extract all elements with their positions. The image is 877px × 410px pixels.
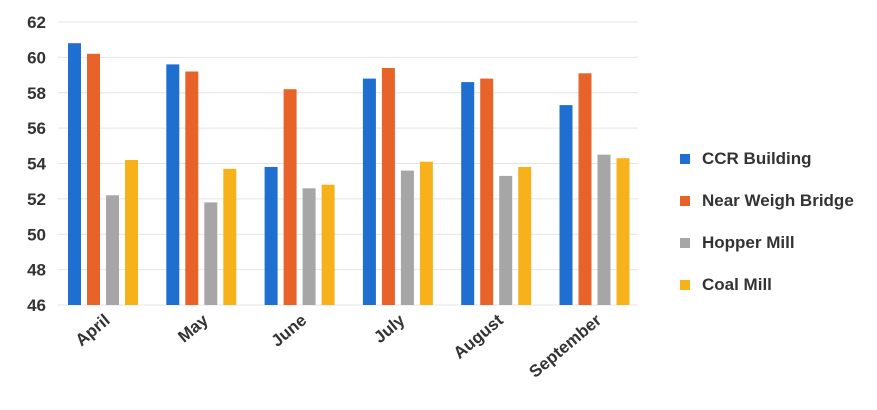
gridlines [58, 21, 638, 306]
y-tick-label: 58 [27, 84, 46, 103]
bar-ccr-building-july [362, 78, 376, 305]
bars [68, 43, 630, 306]
bar-ccr-building-august [461, 82, 475, 305]
y-tick-label: 54 [27, 155, 46, 174]
y-tick-label: 46 [27, 296, 46, 315]
y-tick-label: 62 [27, 13, 46, 32]
y-tick-label: 48 [27, 261, 46, 280]
bar-coal-mill-august [518, 167, 532, 305]
y-tick-label: 52 [27, 190, 46, 209]
y-tick-label: 60 [27, 48, 46, 67]
bar-coal-mill-april [125, 160, 138, 305]
bar-hopper-mill-august [499, 175, 513, 305]
bar-ccr-building-june [264, 167, 278, 305]
x-axis-ticks: April May June July August September [72, 310, 606, 381]
bar-ccr-building-may [166, 64, 180, 306]
bar-near-weigh-bridge-august [480, 78, 494, 305]
bar-hopper-mill-july [400, 170, 414, 305]
bar-hopper-mill-april [106, 195, 119, 305]
bar-near-weigh-bridge-june [283, 89, 297, 305]
y-axis-ticks: 46 48 50 52 54 56 58 60 62 [27, 13, 46, 315]
legend-swatch [680, 196, 690, 206]
x-tick-label: August [450, 310, 507, 362]
bar-ccr-building-april [68, 43, 81, 305]
legend-label: Coal Mill [702, 275, 772, 294]
bar-hopper-mill-june [302, 188, 316, 305]
bar-coal-mill-june [321, 184, 335, 305]
x-tick-label: April [72, 311, 114, 350]
legend-label: CCR Building [702, 149, 812, 168]
x-tick-label: May [174, 310, 212, 346]
legend-item: CCR Building [680, 138, 854, 180]
bar-near-weigh-bridge-july [381, 68, 395, 305]
legend-item: Near Weigh Bridge [680, 180, 854, 222]
y-tick-label: 50 [27, 225, 46, 244]
legend-label: Near Weigh Bridge [702, 191, 854, 210]
bar-coal-mill-may [223, 168, 237, 305]
bar-hopper-mill-may [204, 202, 218, 305]
x-tick-label: June [268, 311, 311, 351]
bar-coal-mill-july [419, 161, 433, 305]
legend-swatch [680, 154, 690, 164]
bar-near-weigh-bridge-september [578, 73, 592, 305]
legend-item: Coal Mill [680, 264, 854, 306]
bar-near-weigh-bridge-may [185, 71, 199, 305]
bar-coal-mill-september [616, 158, 630, 305]
legend-swatch [680, 238, 690, 248]
bar-near-weigh-bridge-april [87, 53, 100, 305]
legend-item: Hopper Mill [680, 222, 854, 264]
x-tick-label: July [370, 310, 409, 347]
bar-hopper-mill-september [597, 154, 611, 305]
legend: CCR Building Near Weigh Bridge Hopper Mill… [680, 138, 854, 306]
bar-ccr-building-september [559, 105, 573, 305]
legend-swatch [680, 280, 690, 290]
y-tick-label: 56 [27, 119, 46, 138]
x-tick-label: September [526, 310, 606, 381]
legend-label: Hopper Mill [702, 233, 795, 252]
